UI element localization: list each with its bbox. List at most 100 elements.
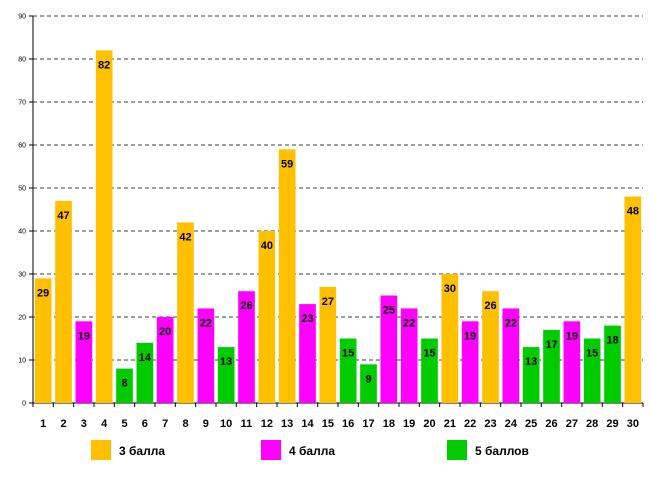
x-tick-label: 23: [484, 418, 496, 430]
bar: [75, 321, 93, 403]
bar: [421, 338, 438, 403]
bar: [238, 291, 255, 403]
data-label: 23: [301, 313, 313, 325]
y-tick-label: 50: [18, 186, 26, 193]
x-tick-label: 14: [301, 418, 314, 430]
y-tick-label: 80: [18, 57, 26, 64]
data-label: 18: [606, 335, 618, 347]
bar: [197, 308, 215, 403]
bar: [583, 338, 601, 403]
data-label: 48: [627, 206, 639, 218]
bar: [339, 338, 357, 403]
y-tick-label: 30: [18, 272, 26, 279]
bar: [360, 364, 377, 403]
bar: [400, 308, 418, 403]
data-label: 8: [121, 378, 127, 390]
bar: [55, 200, 72, 403]
data-label: 13: [525, 356, 537, 368]
x-tick-label: 13: [281, 418, 293, 430]
x-tick-label: 6: [142, 418, 148, 430]
bar: [217, 347, 235, 403]
data-label: 22: [505, 317, 517, 329]
data-label: 15: [342, 348, 354, 360]
data-label: 13: [220, 356, 232, 368]
x-tick-label: 12: [261, 418, 273, 430]
x-tick-label: 16: [342, 418, 354, 430]
data-label: 19: [464, 330, 476, 342]
data-label: 20: [159, 326, 171, 338]
data-label: 27: [322, 296, 334, 308]
bar: [604, 325, 621, 403]
data-label: 22: [403, 317, 415, 329]
x-tick-label: 25: [525, 418, 537, 430]
data-label: 19: [566, 330, 578, 342]
data-label: 26: [484, 300, 496, 312]
data-label: 25: [383, 305, 395, 317]
bar: [543, 329, 560, 403]
data-label: 30: [444, 283, 456, 295]
x-tick-label: 15: [322, 418, 334, 430]
x-tick-label: 29: [606, 418, 618, 430]
x-tick-label: 18: [383, 418, 395, 430]
bar: [319, 286, 337, 403]
gridlines: [33, 15, 643, 361]
bar: [441, 274, 459, 403]
data-label: 82: [98, 59, 110, 71]
data-label: 17: [545, 339, 557, 351]
bar: [156, 317, 174, 403]
x-tick-label: 21: [444, 418, 456, 430]
data-label: 9: [365, 373, 371, 385]
data-label: 19: [78, 330, 90, 342]
y-tick-label: 0: [22, 401, 26, 408]
legend-swatch: [261, 440, 281, 460]
bar: [461, 321, 479, 403]
bar: [482, 291, 499, 403]
x-tick-label: 3: [81, 418, 87, 430]
x-tick-label: 2: [60, 418, 66, 430]
x-tick-label: 30: [627, 418, 639, 430]
bar: [177, 222, 194, 403]
legend-swatch: [91, 440, 111, 460]
bar: [522, 347, 540, 403]
data-label: 15: [423, 348, 435, 360]
x-tick-label: 22: [464, 418, 476, 430]
x-tick-label: 19: [403, 418, 415, 430]
data-label: 42: [179, 231, 191, 243]
x-tick-label: 9: [203, 418, 209, 430]
data-label: 29: [37, 287, 49, 299]
x-tick-label: 1: [40, 418, 46, 430]
y-tick-label: 70: [18, 100, 26, 107]
x-tick-label: 11: [241, 418, 253, 430]
bar: [624, 196, 642, 403]
x-tick-label: 20: [423, 418, 435, 430]
legend: 3 балла 4 балла 5 баллов: [91, 440, 529, 460]
bar: [502, 308, 520, 403]
legend-label: 4 балла: [289, 444, 335, 458]
x-tick-label: 27: [566, 418, 578, 430]
x-tick-label: 7: [162, 418, 168, 430]
data-label: 26: [240, 300, 252, 312]
x-tick-label: 28: [586, 418, 598, 430]
x-tick-label: 24: [505, 418, 518, 430]
data-label: 14: [139, 352, 152, 364]
data-labels: 29 47 19 82 8 14 20 42 22 13 26 40 59 23 27 15 9 25 22 15 30…: [37, 59, 639, 389]
bar: [258, 231, 276, 403]
bar: [380, 295, 398, 403]
x-tick-label: 17: [362, 418, 374, 430]
data-label: 22: [200, 317, 212, 329]
data-label: 15: [586, 348, 598, 360]
y-tick-label: 40: [18, 229, 26, 236]
y-tick-label: 90: [18, 14, 26, 21]
bar: [95, 50, 113, 404]
x-tick-label: 4: [101, 418, 108, 430]
bar: [116, 368, 133, 403]
y-tick-label: 10: [18, 358, 26, 365]
bar: [563, 321, 581, 403]
x-tick-label: 8: [182, 418, 188, 430]
x-tick-label: 5: [121, 418, 127, 430]
bar: [136, 342, 154, 403]
bar: [278, 149, 296, 403]
bar: [34, 278, 52, 403]
